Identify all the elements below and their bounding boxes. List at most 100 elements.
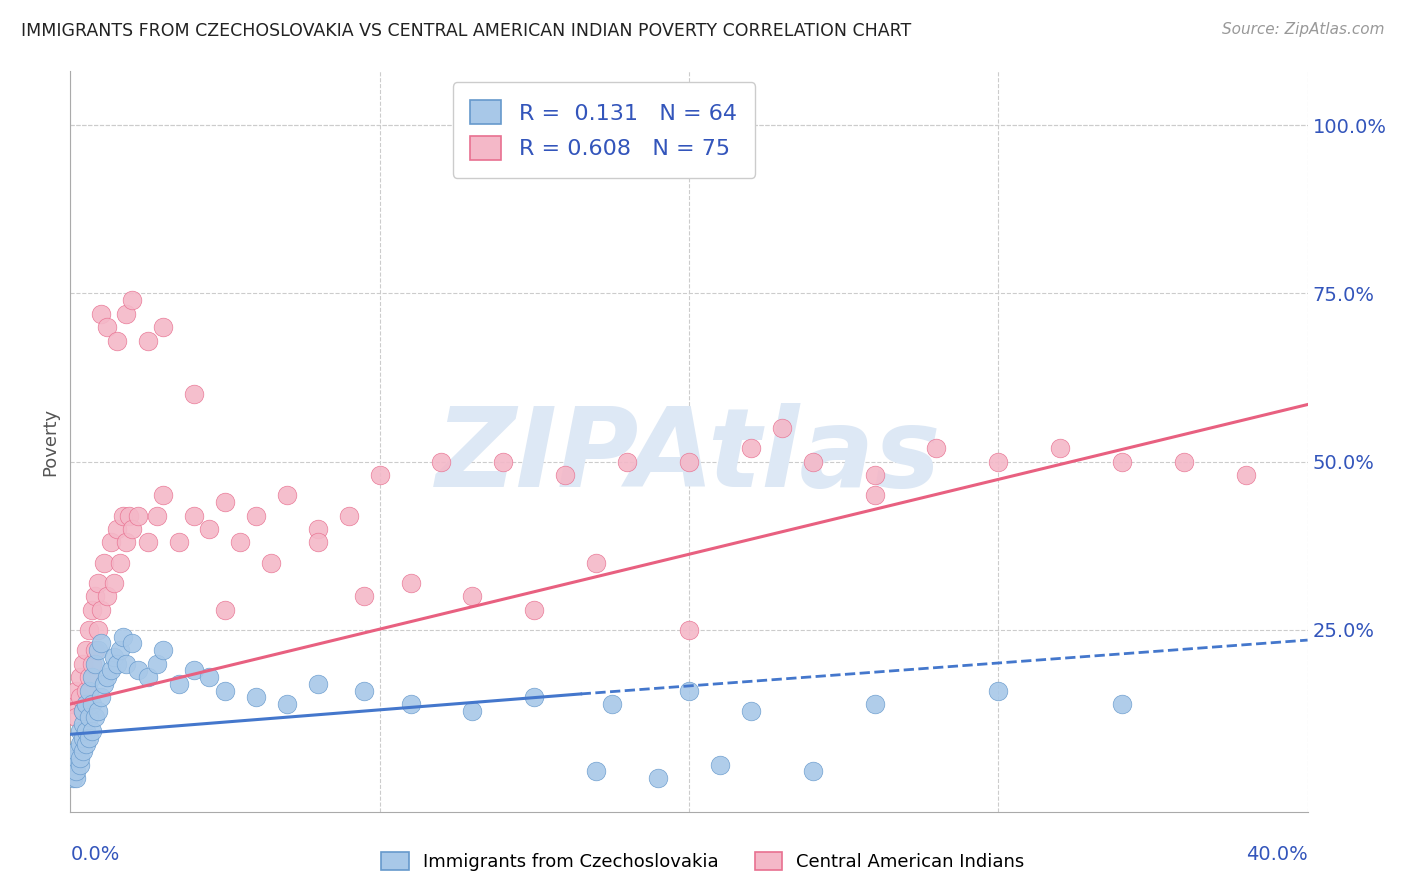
Point — [678, 683, 700, 698]
Point — [229, 535, 252, 549]
Point — [1049, 442, 1071, 456]
Point — [801, 455, 824, 469]
Point — [600, 697, 623, 711]
Point — [709, 757, 731, 772]
Point — [523, 603, 546, 617]
Point — [214, 683, 236, 698]
Point — [84, 643, 107, 657]
Point — [183, 387, 205, 401]
Point — [136, 670, 159, 684]
Point — [111, 630, 134, 644]
Point — [87, 643, 110, 657]
Point — [75, 738, 97, 752]
Point — [84, 590, 107, 604]
Point — [75, 683, 97, 698]
Point — [80, 603, 103, 617]
Point — [96, 320, 118, 334]
Point — [96, 670, 118, 684]
Legend: Immigrants from Czechoslovakia, Central American Indians: Immigrants from Czechoslovakia, Central … — [374, 845, 1032, 879]
Point — [152, 488, 174, 502]
Point — [136, 334, 159, 348]
Text: Source: ZipAtlas.com: Source: ZipAtlas.com — [1222, 22, 1385, 37]
Legend: R =  0.131   N = 64, R = 0.608   N = 75: R = 0.131 N = 64, R = 0.608 N = 75 — [453, 82, 755, 178]
Point — [65, 764, 87, 779]
Point — [214, 495, 236, 509]
Text: 0.0%: 0.0% — [70, 845, 120, 864]
Text: IMMIGRANTS FROM CZECHOSLOVAKIA VS CENTRAL AMERICAN INDIAN POVERTY CORRELATION CH: IMMIGRANTS FROM CZECHOSLOVAKIA VS CENTRA… — [21, 22, 911, 40]
Point — [214, 603, 236, 617]
Point — [399, 697, 422, 711]
Point — [69, 757, 91, 772]
Point — [863, 488, 886, 502]
Point — [740, 704, 762, 718]
Point — [399, 575, 422, 590]
Point — [276, 488, 298, 502]
Point — [245, 690, 267, 705]
Point — [65, 751, 87, 765]
Point — [105, 334, 128, 348]
Point — [121, 522, 143, 536]
Point — [146, 657, 169, 671]
Point — [987, 683, 1010, 698]
Point — [770, 421, 793, 435]
Point — [105, 522, 128, 536]
Point — [96, 590, 118, 604]
Point — [80, 670, 103, 684]
Point — [75, 723, 97, 738]
Point — [103, 575, 125, 590]
Point — [69, 751, 91, 765]
Point — [69, 738, 91, 752]
Point — [90, 603, 112, 617]
Point — [65, 683, 87, 698]
Y-axis label: Poverty: Poverty — [41, 408, 59, 475]
Point — [461, 704, 484, 718]
Point — [585, 556, 607, 570]
Point — [492, 455, 515, 469]
Point — [1173, 455, 1195, 469]
Point — [121, 636, 143, 650]
Point — [72, 717, 94, 731]
Point — [84, 657, 107, 671]
Point — [925, 442, 948, 456]
Point — [80, 723, 103, 738]
Point — [77, 623, 100, 637]
Point — [1111, 697, 1133, 711]
Point — [77, 683, 100, 698]
Point — [276, 697, 298, 711]
Point — [167, 535, 190, 549]
Point — [87, 575, 110, 590]
Point — [69, 723, 91, 738]
Point — [72, 704, 94, 718]
Point — [80, 697, 103, 711]
Point — [62, 757, 84, 772]
Point — [87, 623, 110, 637]
Point — [111, 508, 134, 523]
Text: ZIPAtlas: ZIPAtlas — [436, 403, 942, 510]
Point — [118, 508, 141, 523]
Point — [75, 643, 97, 657]
Point — [103, 649, 125, 664]
Point — [307, 677, 329, 691]
Point — [93, 677, 115, 691]
Point — [987, 455, 1010, 469]
Point — [72, 704, 94, 718]
Point — [105, 657, 128, 671]
Point — [100, 535, 122, 549]
Point — [183, 664, 205, 678]
Point — [75, 697, 97, 711]
Point — [801, 764, 824, 779]
Point — [84, 710, 107, 724]
Point — [585, 764, 607, 779]
Point — [65, 771, 87, 785]
Point — [245, 508, 267, 523]
Point — [72, 731, 94, 745]
Point — [307, 522, 329, 536]
Point — [65, 710, 87, 724]
Point — [260, 556, 283, 570]
Point — [554, 468, 576, 483]
Point — [1234, 468, 1257, 483]
Point — [152, 320, 174, 334]
Point — [90, 690, 112, 705]
Point — [80, 657, 103, 671]
Point — [90, 307, 112, 321]
